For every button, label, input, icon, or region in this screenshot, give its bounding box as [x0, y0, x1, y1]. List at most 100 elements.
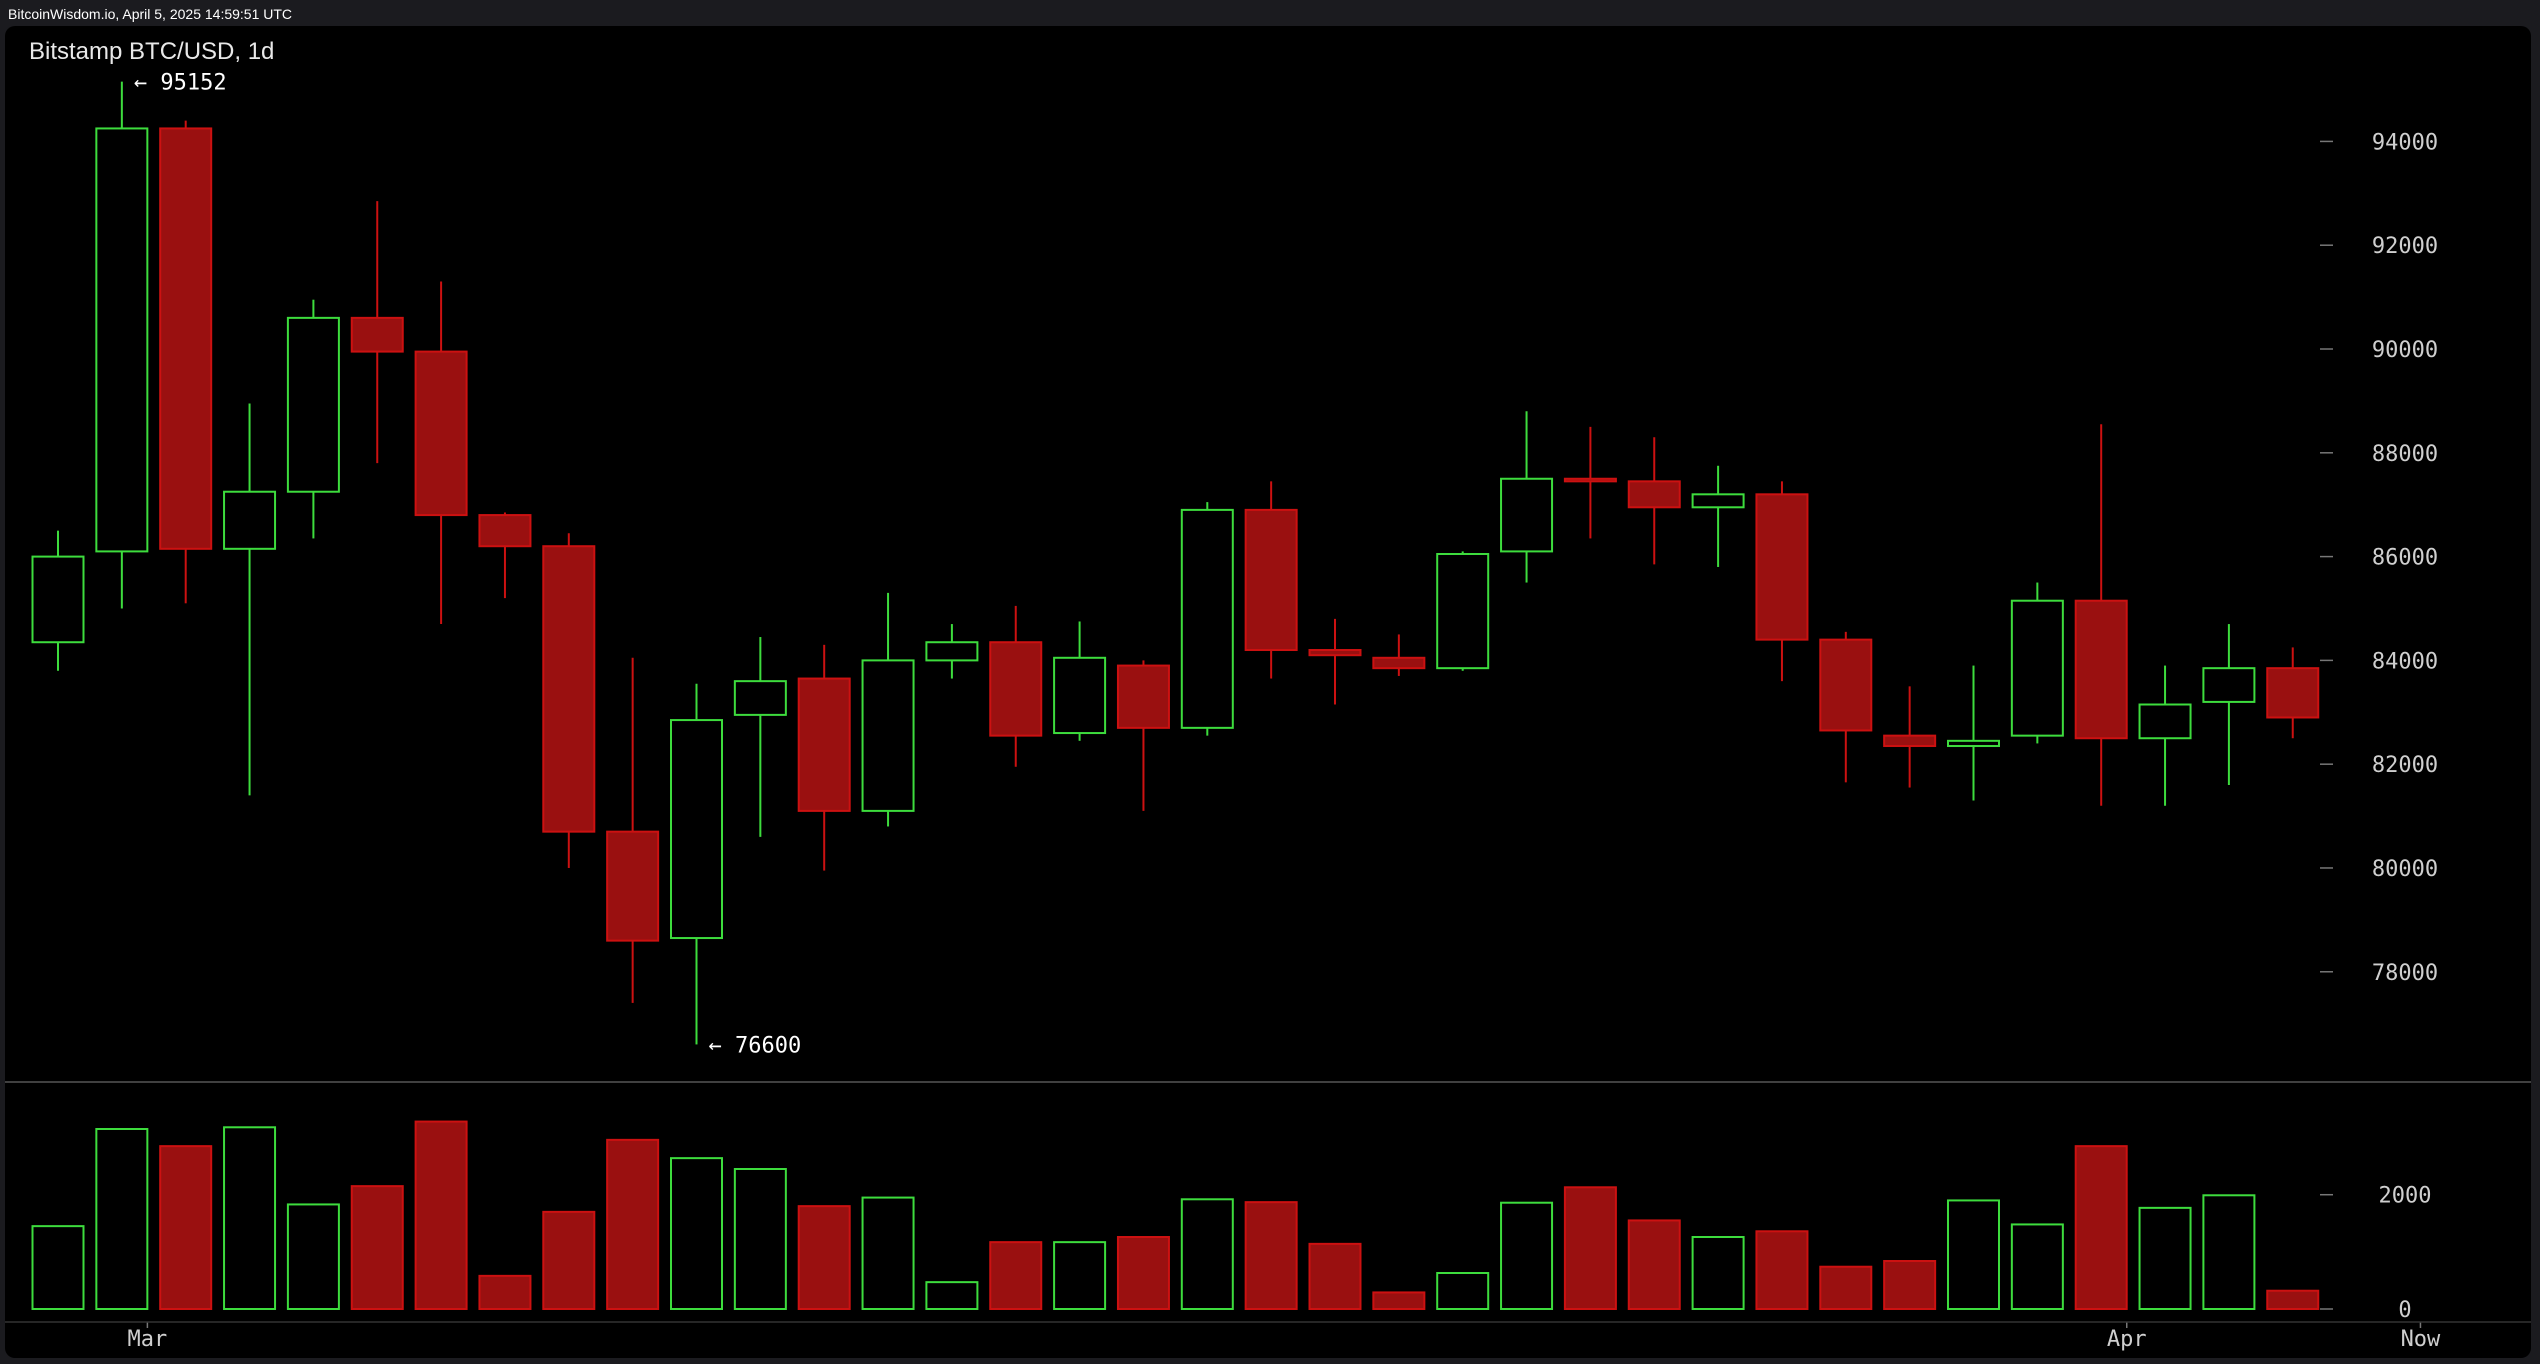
candle-body-down: [2266, 667, 2320, 719]
price-tick-label: 84000: [2372, 649, 2438, 674]
candle-body-down: [606, 830, 660, 942]
volume-bar-up: [2202, 1194, 2256, 1311]
price-axis: 94000 92000 90000 88000 86000 84000 82000 80000…: [2320, 130, 2438, 986]
candle-body-up: [2202, 667, 2256, 703]
volume-bar-up: [861, 1196, 915, 1310]
volume-bar-down: [1819, 1265, 1873, 1310]
chart-panel: 94000 92000 90000 88000 86000 84000 82000 80000…: [5, 26, 2531, 1358]
volume-bar-up: [286, 1203, 340, 1311]
volume-bars: [31, 1120, 2320, 1311]
volume-bar-down: [1244, 1201, 1298, 1310]
candle-body-up: [223, 490, 277, 550]
volume-bar-up: [2138, 1206, 2192, 1311]
volume-bar-down: [1372, 1291, 1426, 1311]
candle-body-down: [1819, 638, 1873, 732]
candle-bodies: [31, 127, 2320, 942]
candle-body-up: [1947, 739, 2000, 748]
time-tick-label: Now: [2401, 1327, 2441, 1352]
volume-tick-label: 0: [2398, 1298, 2411, 1323]
volume-bar-down: [606, 1138, 660, 1311]
volume-bar-up: [670, 1157, 723, 1310]
volume-bar-down: [989, 1241, 1043, 1310]
volume-bar-up: [31, 1225, 85, 1310]
volume-bar-down: [2266, 1289, 2320, 1310]
candle-body-up: [286, 316, 340, 493]
candle-body-up: [1436, 553, 1490, 670]
price-tick-label: 92000: [2372, 234, 2438, 259]
time-tick-label: Apr: [2107, 1327, 2147, 1352]
volume-bar-down: [1627, 1219, 1681, 1311]
volume-bar-up: [1053, 1241, 1107, 1310]
volume-bar-down: [414, 1120, 468, 1310]
volume-bar-down: [1116, 1236, 1170, 1310]
volume-bar-down: [1883, 1260, 1937, 1310]
header-timestamp: BitcoinWisdom.io, April 5, 2025 14:59:51…: [8, 6, 293, 22]
price-tick-label: 90000: [2372, 338, 2438, 363]
volume-bar-up: [1500, 1201, 1554, 1310]
candle-body-up: [925, 641, 979, 662]
time-tick-label: Mar: [128, 1327, 168, 1352]
volume-bar-down: [1755, 1230, 1809, 1311]
candle-body-down: [1883, 734, 1937, 748]
price-tick-label: 94000: [2372, 130, 2438, 155]
price-extreme-label: ← 95152: [134, 71, 227, 96]
candle-body-up: [31, 555, 85, 644]
candle-body-up: [861, 659, 915, 812]
volume-bar-up: [1436, 1272, 1490, 1310]
candle-body-up: [2138, 703, 2192, 740]
candle-body-down: [797, 677, 851, 812]
candle-body-down: [542, 545, 596, 833]
price-tick-label: 78000: [2372, 961, 2438, 986]
candle-body-down: [1563, 477, 1617, 483]
candle-body-up: [1053, 656, 1107, 735]
candle-body-up: [1500, 477, 1554, 553]
volume-bar-up: [1691, 1236, 1745, 1310]
candle-body-down: [350, 316, 404, 353]
volume-tick-label: 2000: [2379, 1184, 2432, 1209]
volume-bar-up: [733, 1168, 787, 1310]
volume-bar-down: [2074, 1145, 2128, 1310]
candle-body-down: [2074, 599, 2128, 740]
candle-body-up: [95, 127, 149, 553]
time-axis: Mar Apr Now: [128, 1322, 2441, 1352]
volume-bar-down: [478, 1274, 532, 1311]
price-tick-label: 80000: [2372, 857, 2438, 882]
volume-bar-down: [797, 1205, 851, 1310]
price-tick-label: 86000: [2372, 546, 2438, 571]
volume-bar-up: [925, 1281, 979, 1310]
chart-title: Bitstamp BTC/USD, 1d: [29, 38, 275, 65]
volume-bar-up: [1180, 1198, 1234, 1311]
volume-bar-down: [159, 1145, 213, 1310]
candle-body-down: [1308, 649, 1362, 657]
candle-body-down: [1116, 664, 1170, 729]
candle-body-down: [1372, 656, 1426, 670]
volume-bar-down: [542, 1210, 596, 1311]
candlestick-chart: 94000 92000 90000 88000 86000 84000 82000 80000…: [5, 71, 2531, 1352]
candle-body-down: [478, 514, 532, 548]
candle-body-up: [1180, 508, 1234, 729]
volume-bar-up: [95, 1128, 149, 1310]
candle-body-up: [733, 680, 787, 716]
volume-axis: 2000 0: [2320, 1184, 2431, 1323]
candle-wicks: [57, 81, 2294, 1045]
price-tick-label: 82000: [2372, 753, 2438, 778]
candle-body-down: [1755, 493, 1809, 641]
candle-body-up: [2010, 599, 2064, 737]
candle-body-down: [414, 350, 468, 517]
volume-bar-down: [1563, 1186, 1617, 1311]
price-extreme-label: ← 76600: [709, 1033, 802, 1058]
volume-bar-down: [350, 1185, 404, 1310]
volume-bar-up: [223, 1126, 277, 1311]
candle-body-down: [1244, 508, 1298, 652]
price-tick-label: 88000: [2372, 442, 2438, 467]
price-annotations: ← 95152 ← 76600: [134, 71, 801, 1059]
candle-body-up: [1691, 493, 1745, 509]
candle-body-down: [989, 641, 1043, 737]
candle-body-up: [670, 719, 723, 940]
volume-bar-up: [1947, 1199, 2000, 1311]
candle-body-down: [159, 127, 213, 550]
volume-bar-up: [2010, 1223, 2064, 1311]
candle-body-down: [1627, 480, 1681, 509]
volume-bar-down: [1308, 1242, 1362, 1311]
